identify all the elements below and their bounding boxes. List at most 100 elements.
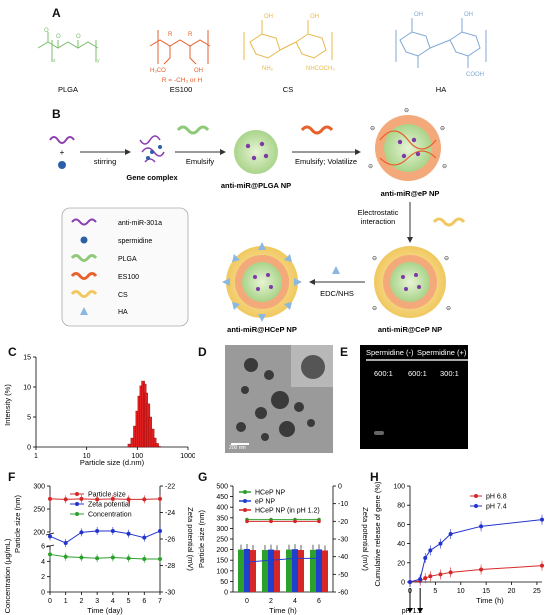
panel-f-point [79,530,84,535]
es100-label: ES100 [170,85,193,94]
edc-label: EDC/NHS [320,289,354,298]
panel-f-point [63,554,68,559]
gel-image: Spermidine (-) Spermidine (+) 600:1 600:… [360,345,468,449]
panel-letter-a: A [52,6,61,20]
panel-g-y2tick-label: 0 [338,484,342,491]
panel-c-xtick-label: 100 [131,453,143,460]
panel-g-zeta-point [269,558,273,562]
legend-box [61,207,189,327]
panel-f-series-line [49,530,161,544]
legend-plga-icon [70,254,98,262]
panel-b-scheme: + stirring Gene complex Emulsify anti-mi… [49,108,466,334]
svg-text:COOH: COOH [466,72,484,78]
panel-f-point [48,552,52,557]
es100-wave-icon [300,125,334,135]
panel-f-legend-marker [75,502,79,506]
legend-plga: PLGA [118,256,137,263]
panel-c-xlabel: Particle size (d.nm) [80,458,145,467]
panel-f-point [126,556,131,561]
legend-ha-icon [80,307,88,315]
gel-ratio-1: 600:1 [374,369,393,378]
tem-scale-bar [231,443,249,445]
panel-g-xlabel: Time (h) [269,606,297,615]
panel-f-point [110,529,115,534]
svg-text:O: O [76,34,81,40]
panel-c-xtick-label: 1000 [180,453,195,460]
ha-label: HA [436,85,446,94]
stirring-label: stirring [94,157,117,166]
panel-h-ytick-label: 20 [397,560,405,567]
panel-c-ytick-label: 15 [23,355,31,362]
panel-h-xtick-label: 25 [533,588,541,595]
panel-g-ytick-label: 250 [216,537,228,544]
panel-g-ytick-label: 450 [216,494,228,501]
panel-g-zeta-point [293,556,297,561]
panel-g-bar [262,550,268,592]
cs-wave-icon [432,217,466,227]
panel-g-ytick-label: 0 [224,590,228,597]
panel-f-legend-label: Particle size [88,492,126,499]
panel-f-y2label: Zeta potential (mV) [186,507,195,571]
panel-g-bar [250,550,256,592]
panel-f-ytick-label: 250 [33,507,45,514]
emulsify-volatilize-label: Emulsify; Volatilize [295,157,357,166]
svg-text:OH: OH [414,12,423,18]
panel-h-annotation: pH 1.2 [402,608,423,615]
panel-h-xtick-label: 15 [482,588,490,595]
svg-text:⊖: ⊖ [444,256,449,262]
panel-g-ytick-label: 150 [216,558,228,565]
panel-g-zeta-point [317,556,321,561]
panel-g-legend-marker [243,490,247,494]
gel-label-plus: Spermidine (+) [417,348,467,357]
panel-a-structures: O O O x y PLGA R R H₃CO OH R = -CH₃ or H… [37,12,487,94]
svg-text:⊖: ⊖ [370,126,375,132]
legend-cs: CS [118,292,128,299]
svg-text:x: x [53,58,56,64]
legend-anti-mir-icon [71,218,97,226]
panel-f-ytick-label: 0 [41,590,45,597]
panel-h-annotation-arrowhead [407,608,413,613]
panel-g-legend-marker [243,508,247,512]
legend-spermidine: spermidine [118,238,152,245]
panel-h-series-line [409,519,543,583]
panel-h-xtick-label: 10 [457,588,465,595]
panel-h-point [479,567,484,572]
panel-f-ytick-label: 200 [33,530,45,537]
panel-g-bar [268,549,274,592]
panel-f-xtick-label: 2 [79,598,83,605]
tem-image: 200 nm [225,345,333,453]
panel-h-legend-marker [474,494,478,498]
panel-f-ytick-label: 4 [41,559,45,566]
panel-c-ytick-label: 0 [27,445,31,452]
np4-label: anti-miR@HCeP NP [227,325,297,334]
panel-h-point [428,548,433,553]
panel-letter-g: G [198,470,208,484]
electrostatic-line1: Electrostatic [358,208,399,217]
panel-h-point [540,517,544,522]
panel-h-xlabel: Time (h) [476,596,504,605]
panel-c-xtick-label: 10 [83,453,91,460]
cs-structure [243,20,333,60]
panel-g-y2tick-label: -40 [338,554,348,561]
panel-h-point [479,524,484,529]
es100-structure [149,30,211,65]
panel-h-ytick-label: 80 [397,503,405,510]
panel-g-bar [274,550,280,592]
panel-f-ytick-label: 300 [33,484,45,491]
gel-ratio-2: 600:1 [408,369,427,378]
panel-f-point [110,496,115,501]
np3-label: anti-miR@CeP NP [378,325,442,334]
panel-f-legend-marker [75,492,79,496]
panel-g-y2tick-label: -10 [338,501,348,508]
panel-f-legend-label: Zeta potential [88,502,131,509]
panel-g-bar [310,549,316,592]
panel-g-legend-label: eP NP [255,499,275,506]
panel-h-series-line [409,565,543,583]
panel-g-zeta-point [245,560,249,564]
panel-g-bar [298,550,304,592]
panel-g-xtick-label: 4 [293,598,297,605]
ha-triangle-icon [332,266,340,274]
panel-g-chart: 050100150200250300350400450500-60-50-40-… [197,484,370,615]
panel-g-xtick-label: 0 [245,598,249,605]
panel-g-legend-marker [243,499,247,503]
